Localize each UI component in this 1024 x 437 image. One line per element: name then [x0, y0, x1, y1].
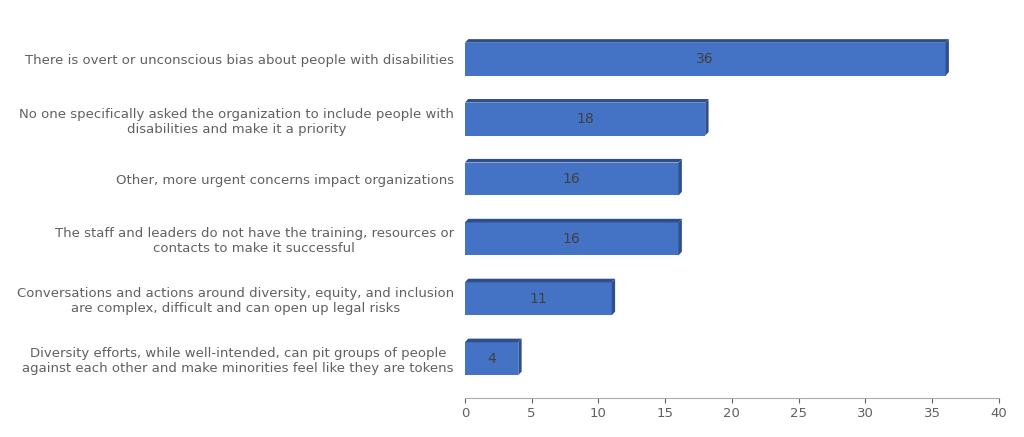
- Bar: [465, 163, 679, 195]
- Polygon shape: [945, 39, 949, 76]
- Bar: [465, 43, 945, 76]
- Polygon shape: [679, 159, 682, 195]
- Text: 36: 36: [696, 52, 714, 66]
- Polygon shape: [465, 159, 682, 163]
- Polygon shape: [465, 339, 521, 342]
- Polygon shape: [465, 99, 709, 103]
- Text: 4: 4: [487, 352, 496, 366]
- Polygon shape: [611, 279, 615, 315]
- Polygon shape: [465, 39, 949, 43]
- Bar: [465, 282, 611, 315]
- Bar: [465, 222, 679, 255]
- Text: 16: 16: [563, 232, 581, 246]
- Text: 11: 11: [529, 292, 547, 306]
- Text: 18: 18: [577, 112, 594, 126]
- Polygon shape: [465, 219, 682, 222]
- Polygon shape: [465, 279, 615, 282]
- Bar: [465, 342, 518, 375]
- Bar: [465, 103, 706, 135]
- Polygon shape: [518, 339, 521, 375]
- Text: 16: 16: [563, 172, 581, 186]
- Polygon shape: [706, 99, 709, 135]
- Polygon shape: [679, 219, 682, 255]
